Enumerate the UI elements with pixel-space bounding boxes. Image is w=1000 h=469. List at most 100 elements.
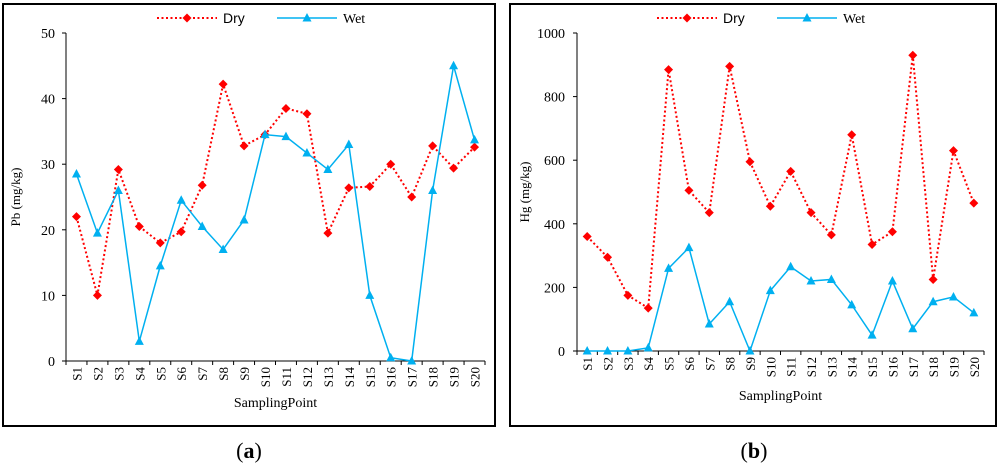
panel-a-wet-point — [407, 356, 417, 365]
panel-b-wet-point — [603, 346, 613, 355]
panel-b-wet-point — [786, 261, 796, 271]
panel-label-b: (b) — [724, 438, 784, 464]
panel-label-a-close: ) — [254, 438, 262, 463]
panel-b-wet-point — [867, 330, 877, 339]
panel-b-x-tick-label: S4 — [641, 357, 656, 371]
panel-a-wet-point — [323, 164, 333, 173]
panel-b-wet-point — [704, 318, 714, 328]
panel-a-y-tick-label: 10 — [41, 289, 55, 304]
panel-b-dry-point — [582, 232, 592, 242]
panel-b-wet-point — [623, 346, 633, 355]
panel-a-y-axis-title: Pb (mg/kg) — [8, 168, 23, 227]
panel-a-y-tick-label: 40 — [41, 93, 55, 108]
panel-a-x-tick-label: S1 — [69, 367, 84, 381]
panel-a-x-tick-label: S18 — [426, 367, 441, 387]
panel-b-wet-point — [969, 307, 979, 317]
panel-b-wet-point — [582, 346, 592, 355]
panel-a-x-tick-label: S19 — [447, 367, 462, 387]
panel-b-legend-wet-label: Wet — [843, 12, 865, 27]
panel-b-x-tick-label: S1 — [580, 357, 595, 371]
chart-panel-a-frame — [2, 3, 496, 427]
panel-a-dry-series-line — [75, 80, 476, 296]
panel-a-x-tick-label: S13 — [321, 367, 336, 387]
panel-b-x-tick-label: S3 — [621, 357, 636, 371]
panel-b-x-tick-label: S17 — [906, 357, 921, 378]
panel-a-y-tick-label: 0 — [48, 355, 55, 370]
panel-b-legend-dry-marker — [682, 13, 692, 23]
panel-a-y-tick-label: 50 — [41, 27, 55, 42]
panel-a-wet-series-line — [75, 65, 476, 362]
panel-a-y-tick-label: 30 — [41, 158, 55, 173]
panel-a-wet-point — [344, 139, 354, 149]
panel-b-y-tick-label: 1000 — [537, 27, 565, 42]
panel-b-x-tick-label: S2 — [601, 357, 616, 371]
panel-a-dry-point — [365, 182, 375, 192]
panel-b-x-tick-label: S15 — [865, 357, 880, 377]
panel-b-dry-point — [643, 303, 653, 313]
panel-a-dry-point — [113, 164, 123, 174]
panel-b-wet-point — [908, 323, 918, 333]
panel-a-wet-point — [155, 260, 165, 270]
panel-label-a: (a) — [219, 438, 279, 464]
panel-b-dry-series-line — [586, 55, 975, 310]
panel-b-y-tick-label: 200 — [544, 281, 565, 296]
panel-b-dry-point — [786, 166, 796, 176]
panel-a-x-tick-label: S10 — [258, 367, 273, 387]
panel-b-x-tick-label: S9 — [743, 357, 758, 371]
panel-b-dry-point — [948, 146, 958, 156]
panel-b-x-tick-label: S10 — [763, 357, 778, 377]
panel-b-x-tick-label: S7 — [702, 357, 717, 371]
panel-b-wet-point — [664, 263, 674, 272]
panel-b-x-tick-label: S13 — [824, 357, 839, 377]
panel-label-a-letter: a — [243, 438, 255, 463]
panel-a-x-tick-label: S11 — [279, 367, 294, 387]
panel-b-dry-point — [847, 130, 857, 140]
panel-a-wet-point — [260, 129, 270, 139]
panel-a-wet-point — [302, 148, 312, 157]
panel-a-x-axis-title: SamplingPoint — [234, 396, 317, 411]
panel-b-wet-point — [887, 276, 897, 285]
panel-a-x-tick-label: S5 — [153, 367, 168, 381]
panel-b-wet-point — [643, 342, 653, 352]
panel-b-dry-point — [623, 290, 633, 300]
panel-a-y-tick-label: 20 — [41, 224, 55, 239]
panel-a-x-tick-label: S6 — [174, 367, 189, 381]
panel-a-dry-point — [239, 141, 249, 151]
panel-b-chart: 0 200 400 600 800 1000 S1 S2 S3 S4 S5 S6 S7 S8 S9 S10 S1… — [517, 10, 985, 404]
panel-a-wet-point — [428, 185, 438, 194]
panel-b-wet-point — [725, 296, 735, 306]
panel-a-chart: 0 10 20 30 40 50 S1 S2 S3 S4 S5 S6 S7 S8 S9 S10 S11 S12 S1… — [8, 10, 486, 411]
panel-a-dry-point — [155, 238, 165, 248]
panel-b-y-tick-label: 400 — [544, 218, 565, 233]
panel-b-x-tick-label: S5 — [662, 357, 677, 371]
panel-b-x-tick-label: S12 — [804, 357, 819, 377]
panel-label-a-open: ( — [236, 438, 244, 463]
panel-a-wet-point — [176, 195, 186, 204]
panel-b-x-tick-label: S18 — [926, 357, 941, 377]
panel-a-wet-point — [239, 214, 249, 224]
panel-b-dry-point — [887, 227, 897, 237]
panel-a-x-tick-label: S9 — [237, 367, 252, 381]
panel-b-wet-point — [806, 276, 816, 285]
panel-b-wet-point — [684, 242, 694, 252]
panel-b-dry-point — [969, 198, 979, 208]
panel-b-legend-dry-label: Dry — [723, 10, 745, 26]
panel-a-wet-point — [470, 134, 480, 144]
chart-panel-b-frame — [509, 3, 997, 427]
panel-a-x-tick-label: S16 — [384, 367, 399, 388]
panel-b-dry-point — [745, 157, 755, 167]
panel-label-b-open: ( — [740, 438, 748, 463]
panel-a-dry-point — [323, 228, 333, 238]
panel-a-wet-point — [218, 244, 228, 253]
panel-b-wet-point — [826, 274, 836, 283]
panel-b-y-tick-label: 0 — [558, 345, 565, 360]
panel-b-wet-point — [745, 346, 755, 355]
panel-a-dry-point — [134, 222, 144, 232]
panel-b-dry-point — [725, 61, 735, 71]
panel-b-x-tick-label: S14 — [845, 357, 860, 378]
panel-a-dry-point — [449, 163, 459, 173]
panel-b-dry-point — [765, 201, 775, 211]
panel-b-dry-point — [806, 208, 816, 218]
panel-a-x-tick-label: S7 — [195, 367, 210, 381]
